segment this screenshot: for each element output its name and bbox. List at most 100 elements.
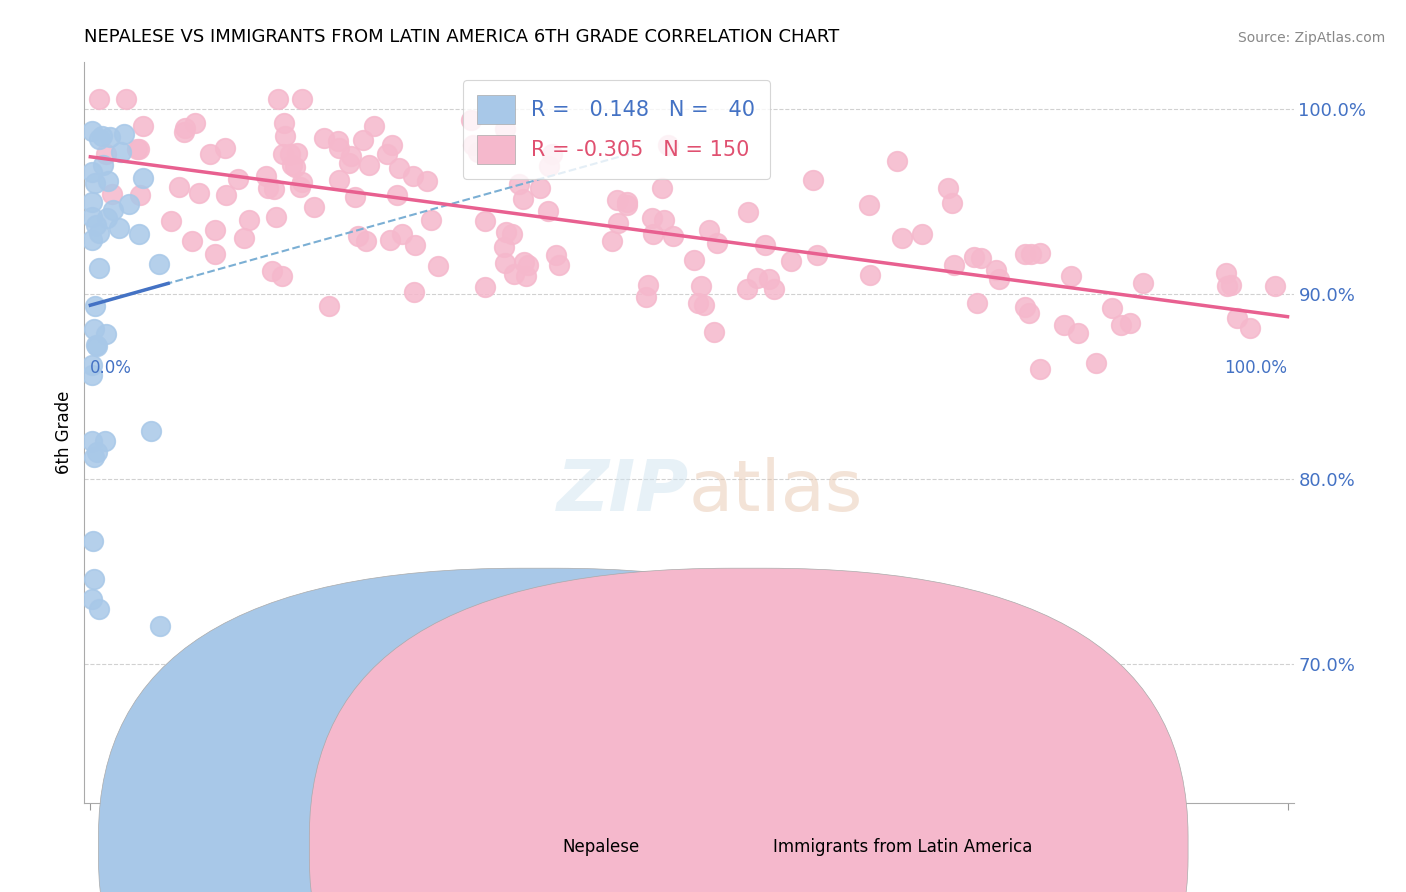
Point [96,326,118,341]
Point [139,424,162,438]
Point [657,137,679,152]
Point [357,158,380,172]
Point [84,218,107,232]
Point [780,253,803,268]
Point [87,602,110,616]
Text: atlas: atlas [689,458,863,526]
Point [600,234,623,248]
Point [1132,276,1154,290]
Point [285,145,308,160]
Point [101,187,124,202]
Point [82,533,104,548]
Point [463,138,485,153]
Point [238,212,260,227]
Point [703,326,725,340]
Point [683,252,706,267]
Point [966,295,988,310]
Point [98,130,121,145]
Point [91,158,114,172]
Point [467,145,489,160]
Point [101,202,124,217]
Point [181,234,204,248]
Point [215,187,238,202]
Point [80,210,103,224]
Point [1216,278,1239,293]
Point [83,450,105,464]
Point [128,142,150,156]
Point [494,121,516,136]
Point [226,172,249,186]
Point [474,280,496,294]
Text: Source: ZipAtlas.com: Source: ZipAtlas.com [1237,31,1385,45]
Point [198,147,221,161]
Point [328,173,350,187]
Point [963,250,986,264]
Point [346,229,368,244]
Point [641,211,664,225]
Point [118,196,141,211]
Point [83,322,105,336]
Point [263,182,285,196]
Point [108,221,131,235]
Point [1029,246,1052,260]
Point [661,228,683,243]
Point [89,132,111,146]
Point [326,134,349,148]
Point [1101,301,1123,315]
Point [266,210,288,224]
Point [80,165,103,179]
Point [86,444,108,458]
Point [501,227,523,242]
Point [184,116,207,130]
Point [381,138,404,153]
Point [204,223,226,237]
Point [546,248,568,262]
Point [273,116,295,130]
Point [278,147,301,161]
Point [651,181,673,195]
Point [283,161,305,175]
Text: Nepalese: Nepalese [562,838,640,856]
Point [112,127,135,141]
Point [271,147,294,161]
Point [988,272,1011,286]
Point [460,112,482,127]
Point [94,434,117,449]
Point [495,226,517,240]
Point [233,230,256,244]
Point [737,205,759,219]
Point [173,125,195,139]
Point [1014,247,1036,261]
Point [214,141,236,155]
Point [1215,266,1237,280]
Point [803,173,825,187]
Point [188,186,211,200]
Point [686,296,709,310]
Point [1067,326,1090,340]
Point [637,277,659,292]
Point [537,203,560,218]
Point [340,149,363,163]
Point [1060,268,1083,283]
Text: Immigrants from Latin America: Immigrants from Latin America [773,838,1032,856]
Text: ZIP: ZIP [557,458,689,526]
Point [149,618,172,632]
Point [385,188,408,202]
Point [328,141,350,155]
Point [86,339,108,353]
Point [529,180,551,194]
Point [1119,316,1142,330]
Point [693,298,716,312]
Y-axis label: 6th Grade: 6th Grade [55,391,73,475]
Point [281,158,304,172]
Point [82,359,104,373]
Point [745,270,768,285]
Point [1029,361,1052,376]
Point [343,190,366,204]
Point [941,195,963,210]
Point [291,93,314,107]
Point [606,193,628,207]
Point [758,271,780,285]
Point [125,142,148,156]
Point [354,234,377,248]
